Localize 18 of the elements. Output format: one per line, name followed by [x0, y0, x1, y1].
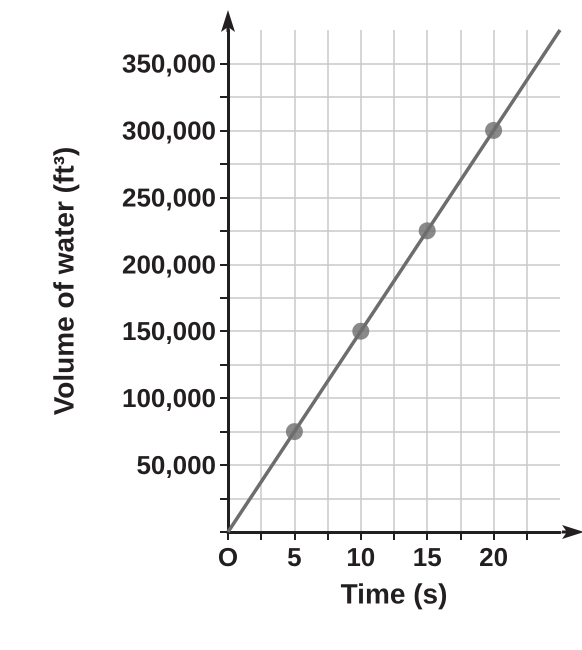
x-tick-label: 10: [346, 542, 376, 572]
y-tick-label: 150,000: [122, 316, 216, 346]
x-tick-label: O: [218, 542, 238, 572]
y-tick-label: 200,000: [122, 249, 216, 280]
point: [418, 222, 436, 240]
x-tick-label: 20: [479, 542, 508, 572]
y-tick-label: 300,000: [122, 115, 216, 146]
y-tick-label: 250,000: [122, 182, 216, 212]
y-tick-label: 100,000: [122, 383, 216, 414]
y-axis-title: Volume of water (ft³): [48, 146, 80, 416]
y-tick-label: 50,000: [136, 450, 216, 480]
x-tick-label: 5: [287, 542, 302, 572]
point: [485, 122, 502, 139]
y-tick-label: 350,000: [122, 48, 216, 78]
x-axis-title: Time (s): [340, 578, 448, 610]
x-tick-label: 15: [412, 542, 442, 572]
point: [286, 423, 303, 440]
point: [352, 322, 370, 340]
